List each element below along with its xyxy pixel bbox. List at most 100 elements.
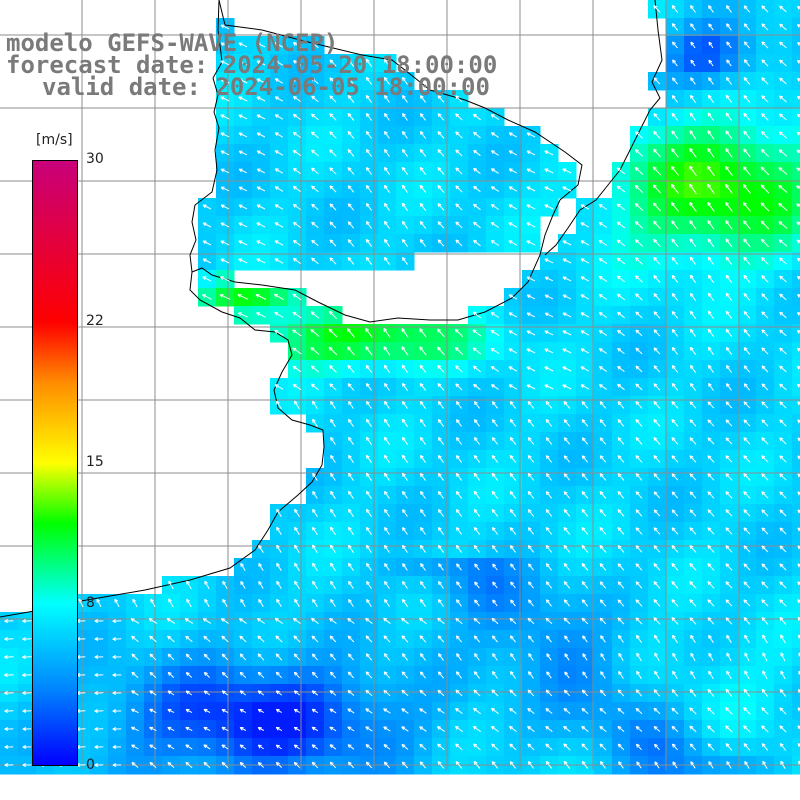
wind-arrow [220,258,230,264]
wind-arrow [202,294,212,300]
wind-speed-field [0,0,800,775]
wind-arrow [455,113,463,121]
wind-arrow [473,167,481,175]
wind-arrow [202,240,212,246]
wind-arrow [690,59,696,67]
wind-arrow [329,113,337,121]
wind-arrow [274,258,284,264]
wind-arrow [256,132,266,138]
wind-arrow [220,150,230,156]
wind-arrow [653,148,661,158]
wind-arrow [508,168,518,174]
wind-arrow [220,96,230,102]
wind-arrow [508,240,518,246]
wind-arrow [256,42,266,48]
wind-arrow [238,132,248,138]
wind-arrow [274,204,284,210]
wind-arrow [671,130,679,140]
wind-arrow [311,41,319,49]
wind-arrow [761,95,769,103]
wind-arrow [708,23,714,31]
wind-arrow [202,276,212,282]
wind-arrow [292,311,302,319]
wind-arrow [671,95,679,103]
wind-arrow [743,274,751,284]
wind-arrow [526,276,536,282]
wind-arrow [743,148,751,158]
wind-arrow [238,204,248,210]
wind-cell [792,144,800,163]
wind-arrow [292,131,301,139]
wind-arrow [437,239,445,247]
wind-arrow [778,131,788,139]
wind-arrow [708,5,714,13]
wind-arrow [292,96,301,102]
wind-arrow [652,184,662,194]
wind-arrow [419,148,427,157]
wind-cell [792,288,800,307]
wind-cell [792,378,800,397]
wind-arrow [310,149,319,157]
wind-arrow [653,220,661,230]
wind-arrow [779,23,787,31]
wind-arrow [760,166,770,176]
wind-arrow [419,131,427,139]
wind-arrow [671,292,679,301]
wind-arrow [311,77,319,85]
wind-arrow [779,293,787,301]
wind-arrow [220,42,230,48]
wind-arrow [256,150,266,156]
wind-arrow [562,168,572,174]
wind-arrow [329,221,337,229]
wind-arrow [274,222,284,228]
wind-arrow [616,185,626,193]
wind-arrow [580,204,590,210]
wind-arrow [743,130,751,140]
wind-arrow [598,275,608,283]
wind-arrow [238,168,248,174]
wind-arrow [634,167,644,175]
wind-arrow [202,204,212,210]
wind-arrow [329,239,337,247]
wind-arrow [796,60,800,64]
wind-arrow [256,222,266,228]
wind-arrow [311,95,319,103]
wind-arrow [580,222,590,228]
wind-arrow [238,60,248,66]
wind-arrow [796,77,800,82]
wind-arrow [274,132,284,138]
wind-arrow [292,293,302,301]
wind-arrow [526,222,536,228]
wind-cell [792,198,800,217]
wind-arrow [779,77,787,85]
wind-arrow [419,95,426,103]
wind-arrow [365,185,373,193]
wind-arrow [743,220,751,230]
wind-arrow [760,238,769,248]
colorbar-tick-label: 22 [86,312,104,329]
wind-arrow [689,201,697,212]
wind-arrow [616,257,626,265]
wind-arrow [580,240,590,246]
wind-cell [792,180,800,199]
wind-arrow [401,256,409,265]
colorbar-unit-label: [m/s] [36,132,73,148]
wind-arrow [616,221,626,229]
wind-arrow [472,113,481,121]
wind-arrow [274,186,284,192]
wind-arrow [455,239,463,247]
wind-arrow [238,240,248,246]
wind-arrow [760,184,770,194]
wind-arrow [743,166,751,176]
colorbar-tick-label: 30 [86,151,104,167]
wind-cell [792,522,800,541]
wind-arrow [455,167,463,175]
wind-arrow [671,23,679,31]
wind-arrow [689,220,697,230]
coastline-east [544,0,663,256]
wind-arrow [544,150,554,156]
wind-arrow [508,186,518,192]
wind-arrow [707,112,715,122]
wind-arrow [725,165,733,176]
wind-arrow [292,149,302,157]
